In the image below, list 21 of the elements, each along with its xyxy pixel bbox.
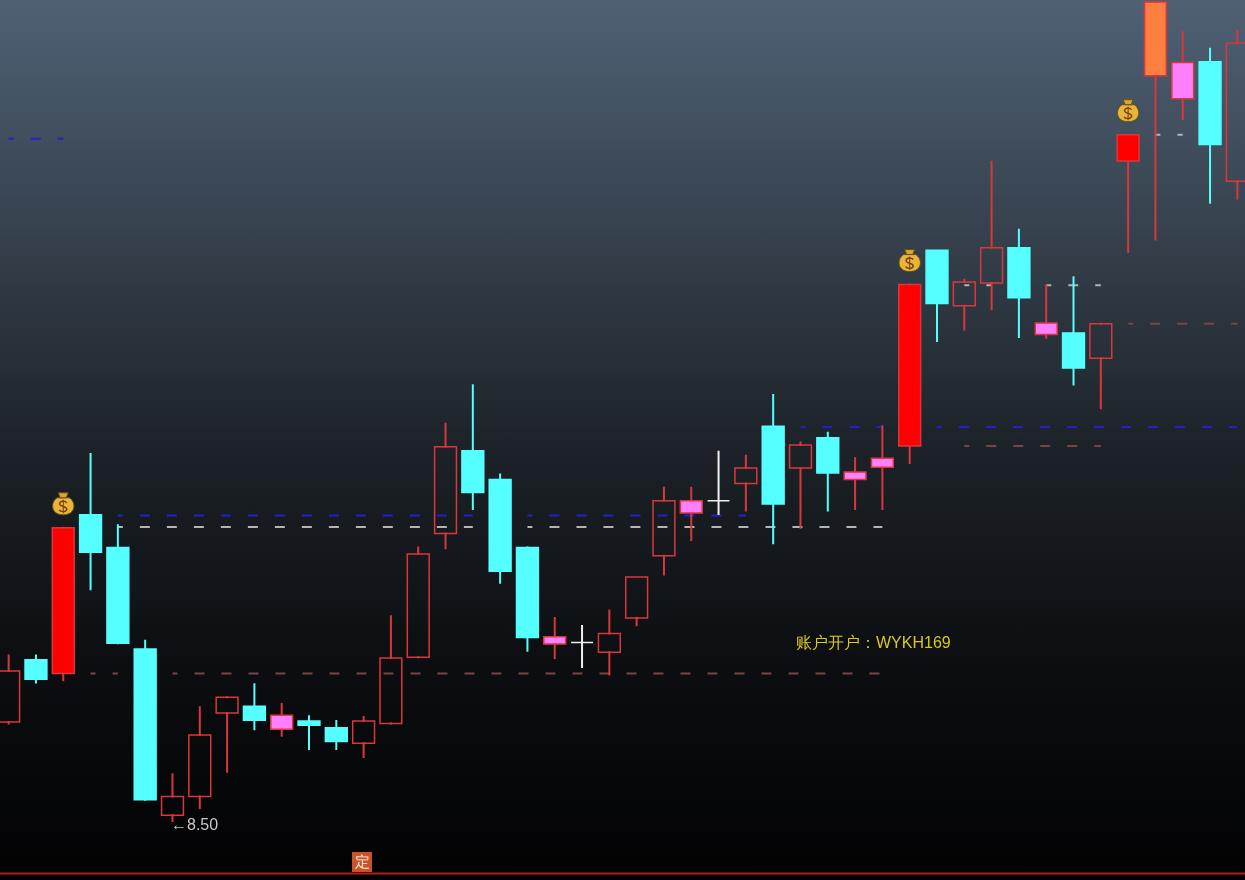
candlestick bbox=[597, 609, 622, 676]
candlestick bbox=[543, 616, 567, 660]
annotation: 账户开户：WYKH169 bbox=[796, 634, 951, 651]
candlestick bbox=[242, 683, 267, 731]
candlestick bbox=[979, 160, 1004, 311]
candlestick bbox=[297, 715, 321, 750]
candlestick bbox=[24, 654, 48, 684]
candlestick bbox=[570, 625, 594, 669]
candlestick bbox=[706, 450, 731, 515]
candlestick bbox=[351, 715, 376, 759]
candlestick bbox=[734, 454, 758, 512]
candlestick bbox=[870, 425, 895, 510]
annotation: ←8.50 bbox=[171, 816, 219, 833]
candlestick bbox=[788, 441, 813, 529]
candlestick bbox=[952, 278, 976, 331]
candlestick bbox=[270, 702, 294, 737]
candlestick bbox=[679, 486, 703, 542]
candlestick bbox=[843, 457, 867, 510]
candlestick bbox=[215, 696, 239, 773]
candlestick bbox=[1034, 284, 1058, 339]
candlestick bbox=[324, 720, 348, 750]
